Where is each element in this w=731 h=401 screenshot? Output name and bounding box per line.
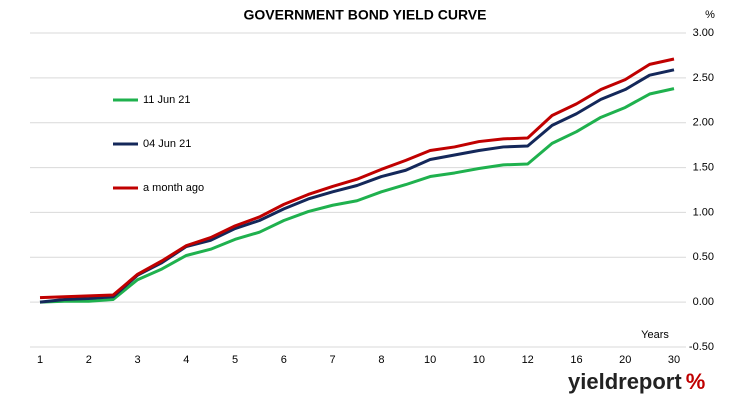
x-tick-label: 4 xyxy=(183,354,189,366)
legend-label: a month ago xyxy=(143,182,204,194)
x-tick-label: 6 xyxy=(281,354,287,366)
y-tick-label: -0.50 xyxy=(689,341,714,353)
legend-label: 04 Jun 21 xyxy=(143,138,191,150)
x-tick-label: 12 xyxy=(522,354,534,366)
x-tick-label: 5 xyxy=(232,354,238,366)
x-tick-label: 16 xyxy=(570,354,582,366)
x-tick-label: 20 xyxy=(619,354,631,366)
line xyxy=(39,87,675,304)
x-tick-label: 8 xyxy=(378,354,384,366)
chart-title: GOVERNMENT BOND YIELD CURVE xyxy=(244,7,487,23)
line xyxy=(39,57,675,300)
y-tick-label: 3.00 xyxy=(693,27,714,39)
y-tick-label: 1.00 xyxy=(693,206,714,218)
y-tick-label: 0.50 xyxy=(693,251,714,263)
x-tick-label: 7 xyxy=(330,354,336,366)
x-axis-label: Years xyxy=(641,329,669,341)
y-axis-label: % xyxy=(705,9,715,21)
y-tick-label: 0.00 xyxy=(693,296,714,308)
y-tick-label: 2.00 xyxy=(693,117,714,129)
x-tick-label: 10 xyxy=(424,354,436,366)
legend-label: 11 Jun 21 xyxy=(143,94,191,106)
x-tick-label: 1 xyxy=(37,354,43,366)
x-tick-label: 3 xyxy=(134,354,140,366)
x-tick-label: 2 xyxy=(86,354,92,366)
x-tick-label: 10 xyxy=(473,354,485,366)
brand: yieldreport% xyxy=(568,369,705,394)
y-tick-label: 2.50 xyxy=(693,72,714,84)
x-tick-label: 30 xyxy=(668,354,680,366)
brand-name: yieldreport xyxy=(568,369,682,394)
y-tick-label: 1.50 xyxy=(693,161,714,173)
brand-symbol: % xyxy=(686,369,706,394)
line xyxy=(39,68,675,304)
